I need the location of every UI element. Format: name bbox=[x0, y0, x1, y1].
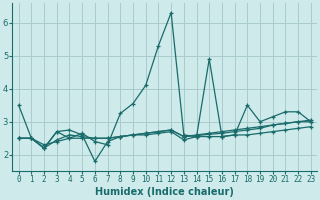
X-axis label: Humidex (Indice chaleur): Humidex (Indice chaleur) bbox=[95, 187, 234, 197]
